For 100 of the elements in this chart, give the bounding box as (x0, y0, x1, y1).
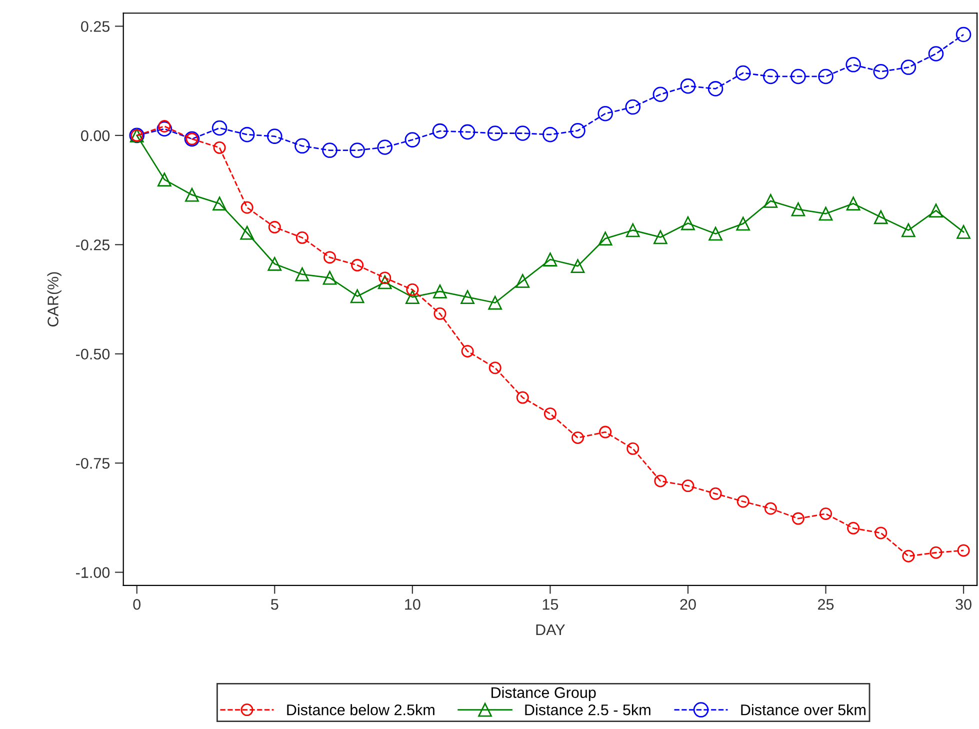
legend-title: Distance Group (492, 686, 596, 702)
point (956, 225, 970, 239)
legend-label: Distance 2.5 - 5km (525, 704, 650, 716)
point (764, 502, 777, 515)
point (212, 196, 226, 211)
point (294, 138, 310, 154)
point (322, 142, 338, 158)
point (267, 128, 282, 144)
legend-label: Distance over 5km (741, 704, 866, 716)
point (460, 290, 474, 304)
point (957, 544, 970, 557)
point (404, 132, 420, 148)
point (544, 407, 556, 420)
point (736, 495, 750, 508)
point (681, 216, 695, 230)
point (626, 223, 640, 238)
point (708, 226, 722, 241)
point (736, 216, 750, 231)
legend-label: Distance below 2.5km (287, 704, 434, 716)
point (654, 474, 667, 488)
point (929, 204, 943, 218)
x-tick-label: 15 (542, 599, 558, 610)
point (818, 206, 833, 221)
point (433, 284, 447, 298)
point (487, 126, 503, 141)
point (240, 226, 254, 240)
point (185, 188, 199, 202)
y-tick-label: -0.75 (76, 458, 110, 469)
point (598, 232, 612, 246)
point (268, 220, 281, 234)
point (873, 64, 889, 80)
y-tick-label: 0.00 (81, 130, 110, 142)
point (763, 68, 778, 84)
point (460, 124, 476, 140)
point (846, 196, 860, 211)
point (350, 289, 364, 304)
point (405, 290, 420, 304)
point (158, 120, 171, 133)
point (682, 480, 694, 492)
point (791, 202, 806, 216)
point (708, 81, 724, 96)
point (790, 68, 806, 84)
point (680, 78, 696, 94)
point (377, 140, 392, 155)
point (570, 259, 585, 273)
point (598, 106, 613, 122)
point (709, 487, 722, 500)
point (735, 65, 751, 81)
point (928, 46, 944, 62)
point (652, 86, 668, 102)
point (432, 123, 448, 139)
x-axis-title: DAY (536, 624, 566, 636)
point (350, 142, 365, 158)
point (846, 57, 861, 72)
point (900, 60, 916, 75)
point (653, 230, 668, 244)
point (543, 252, 558, 266)
point (157, 172, 172, 187)
x-tick-label: 0 (133, 598, 141, 610)
point (820, 507, 832, 520)
point (572, 431, 584, 444)
y-axis-title: CAR(%) (47, 272, 62, 326)
point (515, 126, 530, 141)
point (324, 251, 336, 264)
point (434, 307, 446, 320)
point (322, 270, 337, 285)
x-tick-label: 25 (818, 598, 834, 610)
point (295, 267, 310, 282)
point (406, 283, 419, 296)
x-tick-label: 10 (405, 598, 420, 610)
point (240, 201, 254, 214)
point (956, 26, 972, 42)
point (296, 231, 308, 244)
point (570, 122, 586, 138)
point (461, 344, 474, 358)
point (626, 442, 640, 455)
point (378, 272, 392, 284)
point (239, 126, 255, 142)
point (213, 141, 226, 154)
point (378, 275, 392, 290)
point (818, 68, 834, 84)
point (212, 120, 228, 136)
point (516, 274, 530, 288)
point (847, 522, 860, 534)
x-tick-label: 5 (271, 599, 278, 610)
point (874, 526, 888, 540)
point (930, 546, 942, 559)
point (599, 426, 612, 438)
point (516, 391, 529, 404)
x-tick-label: 20 (680, 598, 696, 610)
point (874, 210, 888, 224)
point (764, 194, 778, 208)
point (351, 258, 364, 272)
y-tick-label: -1.00 (76, 567, 110, 578)
point (156, 121, 172, 137)
point (901, 223, 916, 238)
point (268, 256, 282, 271)
point (488, 296, 502, 310)
point (792, 512, 804, 525)
point (542, 126, 558, 142)
